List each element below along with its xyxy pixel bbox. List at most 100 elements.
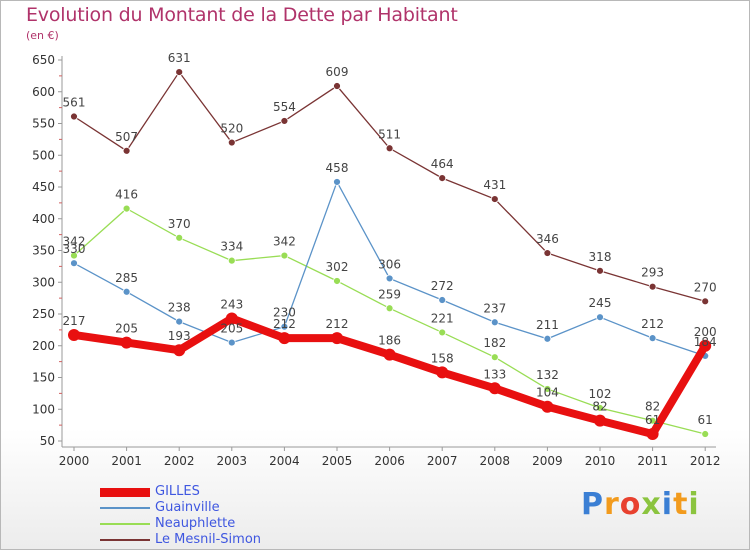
data-point bbox=[278, 332, 291, 345]
data-label: 272 bbox=[431, 279, 454, 293]
data-label: 104 bbox=[536, 386, 559, 400]
legend-swatch bbox=[100, 539, 150, 541]
data-label: 302 bbox=[326, 260, 349, 274]
data-point bbox=[490, 353, 499, 362]
data-point bbox=[280, 117, 289, 125]
x-tick-label: 2006 bbox=[374, 454, 405, 468]
chart-title: Evolution du Montant de la Dette par Hab… bbox=[26, 4, 458, 26]
x-tick-label: 2012 bbox=[690, 454, 721, 468]
data-point bbox=[543, 334, 552, 343]
legend-label: Guainville bbox=[155, 500, 220, 515]
data-label: 458 bbox=[326, 161, 349, 175]
data-point bbox=[225, 312, 238, 325]
data-label: 631 bbox=[168, 51, 191, 65]
x-tick-label: 2010 bbox=[585, 454, 616, 468]
y-tick-label: 200 bbox=[32, 339, 55, 353]
legend-label: GILLES bbox=[155, 484, 200, 499]
x-tick-label: 2005 bbox=[322, 454, 353, 468]
logo-letter: r bbox=[604, 487, 620, 522]
data-label: 464 bbox=[431, 157, 454, 171]
data-label: 211 bbox=[536, 318, 559, 332]
y-tick-label: 350 bbox=[32, 244, 55, 258]
data-point bbox=[488, 382, 501, 395]
data-point bbox=[596, 266, 604, 275]
data-label: 61 bbox=[645, 413, 660, 427]
data-point bbox=[385, 144, 394, 153]
y-tick-label: 650 bbox=[32, 53, 55, 67]
logo-letter: o bbox=[619, 487, 642, 522]
y-tick-label: 250 bbox=[32, 307, 55, 321]
y-tick-label: 100 bbox=[32, 402, 55, 416]
data-label: 334 bbox=[220, 240, 243, 254]
data-label: 342 bbox=[273, 235, 296, 249]
data-label: 205 bbox=[115, 322, 138, 336]
data-label: 306 bbox=[378, 257, 401, 271]
y-tick-label: 600 bbox=[32, 85, 55, 99]
x-tick-label: 2004 bbox=[269, 454, 300, 468]
y-tick-label: 150 bbox=[32, 371, 55, 385]
data-point bbox=[490, 318, 499, 327]
data-label: 431 bbox=[483, 178, 506, 192]
data-label: 318 bbox=[589, 250, 612, 264]
data-label: 346 bbox=[536, 232, 559, 246]
data-label: 82 bbox=[592, 400, 607, 414]
data-point bbox=[648, 334, 657, 343]
data-point bbox=[383, 348, 396, 361]
data-point bbox=[122, 287, 131, 296]
data-label: 133 bbox=[483, 367, 506, 381]
y-tick-label: 50 bbox=[40, 434, 55, 448]
legend-swatch bbox=[100, 507, 150, 509]
y-tick-label: 300 bbox=[32, 275, 55, 289]
data-label: 511 bbox=[378, 127, 401, 141]
data-label: 285 bbox=[115, 271, 138, 285]
data-point bbox=[490, 195, 499, 203]
data-label: 184 bbox=[694, 335, 717, 349]
data-label: 200 bbox=[694, 325, 717, 339]
data-point bbox=[70, 259, 78, 268]
data-label: 370 bbox=[168, 217, 191, 231]
data-point bbox=[68, 328, 80, 341]
data-point bbox=[173, 344, 186, 357]
data-label: 230 bbox=[273, 306, 296, 320]
data-label: 193 bbox=[168, 329, 191, 343]
data-point bbox=[227, 138, 236, 147]
data-label: 237 bbox=[483, 301, 506, 315]
legend-swatch bbox=[100, 488, 150, 497]
x-tick-label: 2003 bbox=[217, 454, 248, 468]
legend-label: Neauphlette bbox=[155, 516, 236, 531]
x-tick-label: 2001 bbox=[111, 454, 142, 468]
data-label: 416 bbox=[115, 188, 138, 202]
data-label: 102 bbox=[589, 387, 612, 401]
proxiti-logo: Proxiti bbox=[581, 487, 700, 522]
data-point bbox=[333, 82, 341, 90]
logo-letter: t bbox=[673, 487, 689, 522]
data-label: 270 bbox=[694, 280, 717, 294]
data-point bbox=[120, 336, 133, 349]
data-point bbox=[280, 251, 289, 260]
data-point bbox=[648, 282, 657, 291]
data-label: 520 bbox=[220, 122, 243, 136]
y-tick-label: 500 bbox=[32, 148, 55, 162]
data-label: 293 bbox=[641, 266, 664, 280]
data-point bbox=[385, 274, 394, 283]
chart-subtitle: (en €) bbox=[26, 29, 59, 42]
logo-letter: x bbox=[641, 487, 662, 522]
data-label: 212 bbox=[326, 317, 349, 331]
data-point bbox=[175, 317, 184, 326]
data-point bbox=[596, 404, 604, 412]
data-label: 561 bbox=[63, 96, 86, 110]
data-point bbox=[122, 146, 131, 155]
data-point bbox=[227, 338, 236, 347]
data-label: 61 bbox=[698, 413, 713, 427]
x-tick-label: 2008 bbox=[480, 454, 511, 468]
data-label: 609 bbox=[326, 65, 349, 79]
data-point bbox=[280, 322, 289, 331]
data-label: 507 bbox=[115, 130, 138, 144]
y-tick-label: 400 bbox=[32, 212, 55, 226]
data-label: 342 bbox=[63, 235, 86, 249]
data-label: 217 bbox=[63, 314, 86, 328]
logo-letter: i bbox=[688, 487, 700, 522]
data-point bbox=[333, 277, 341, 285]
